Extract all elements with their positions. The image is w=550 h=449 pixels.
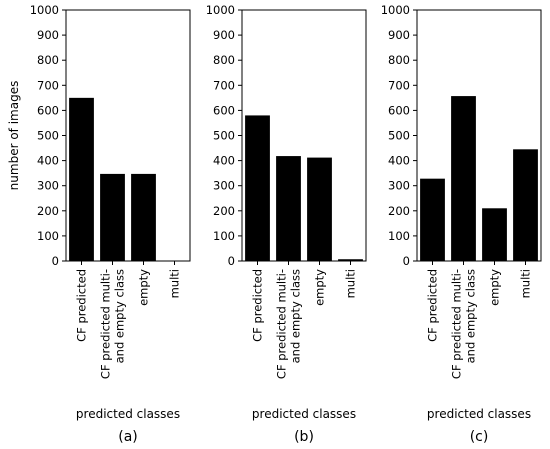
bar [451, 96, 476, 261]
bar [245, 115, 270, 261]
x-tick-label: empty [488, 269, 502, 306]
bar [482, 208, 507, 261]
x-tick-label: multi [344, 269, 358, 298]
y-tick-label: 200 [213, 204, 235, 218]
x-tick-label: empty [137, 269, 151, 306]
y-tick-label: 600 [213, 103, 235, 117]
panel-label: (c) [470, 429, 489, 445]
chart-panel-c: 0 100 200 300 400 500 600 700 800 900 1000 CF predi… [381, 3, 542, 445]
x-axis-label: predicted classes [76, 407, 180, 421]
x-tick-label: CF predicted [251, 269, 265, 342]
x-tick-label: empty [313, 269, 327, 306]
bar [307, 157, 332, 261]
y-tick-label: 200 [37, 204, 59, 218]
y-axis-label: number of images [7, 81, 21, 191]
x-tick-label: multi [519, 269, 533, 298]
x-tick-label: multi [168, 269, 182, 298]
y-tick-label: 500 [37, 129, 59, 143]
x-tick-label: CF predicted [426, 269, 440, 342]
y-tick-label: 0 [52, 254, 59, 268]
y-tick-label: 400 [37, 154, 59, 168]
y-tick-label: 700 [37, 78, 59, 92]
y-tick-label: 1000 [30, 3, 59, 17]
y-tick-label: 0 [403, 254, 410, 268]
bar [338, 259, 363, 261]
y-tick-label: 100 [388, 229, 410, 243]
bar [420, 178, 445, 261]
y-tick-label: 1000 [206, 3, 235, 17]
x-axis-label: predicted classes [252, 407, 356, 421]
bar [513, 149, 538, 261]
bar [69, 97, 94, 261]
y-tick-label: 300 [388, 179, 410, 193]
y-tick-label: 700 [213, 78, 235, 92]
y-tick-label: 800 [213, 53, 235, 67]
y-tick-label: 100 [37, 229, 59, 243]
y-tick-label: 800 [388, 53, 410, 67]
x-axis-label: predicted classes [427, 407, 531, 421]
y-tick-label: 500 [388, 129, 410, 143]
y-tick-label: 600 [388, 103, 410, 117]
y-tick-label: 900 [213, 28, 235, 42]
x-tick-label: CF predicted multi-and empty class [275, 269, 303, 379]
chart-panel-a: 0 100 200 300 400 500 600 700 800 900 1000 CF predi… [7, 3, 191, 445]
x-tick-label: CF predicted multi-and empty class [450, 269, 478, 379]
bar [100, 173, 125, 261]
bar [131, 173, 156, 261]
y-tick-label: 200 [388, 204, 410, 218]
y-tick-label: 500 [213, 129, 235, 143]
y-tick-label: 800 [37, 53, 59, 67]
y-tick-label: 700 [388, 78, 410, 92]
x-tick-label: CF predicted [75, 269, 89, 342]
panel-label: (a) [118, 429, 138, 445]
y-tick-label: 100 [213, 229, 235, 243]
chart-panel-b: 0 100 200 300 400 500 600 700 800 900 1000 CF predi… [206, 3, 367, 445]
y-tick-label: 900 [388, 28, 410, 42]
y-tick-label: 1000 [381, 3, 410, 17]
y-tick-label: 900 [37, 28, 59, 42]
y-tick-label: 400 [213, 154, 235, 168]
y-tick-label: 0 [228, 254, 235, 268]
bar [276, 156, 301, 261]
y-tick-label: 300 [37, 179, 59, 193]
panel-label: (b) [294, 429, 314, 445]
y-tick-label: 400 [388, 154, 410, 168]
y-tick-label: 600 [37, 103, 59, 117]
x-tick-label: CF predicted multi-and empty class [99, 269, 127, 379]
y-tick-label: 300 [213, 179, 235, 193]
